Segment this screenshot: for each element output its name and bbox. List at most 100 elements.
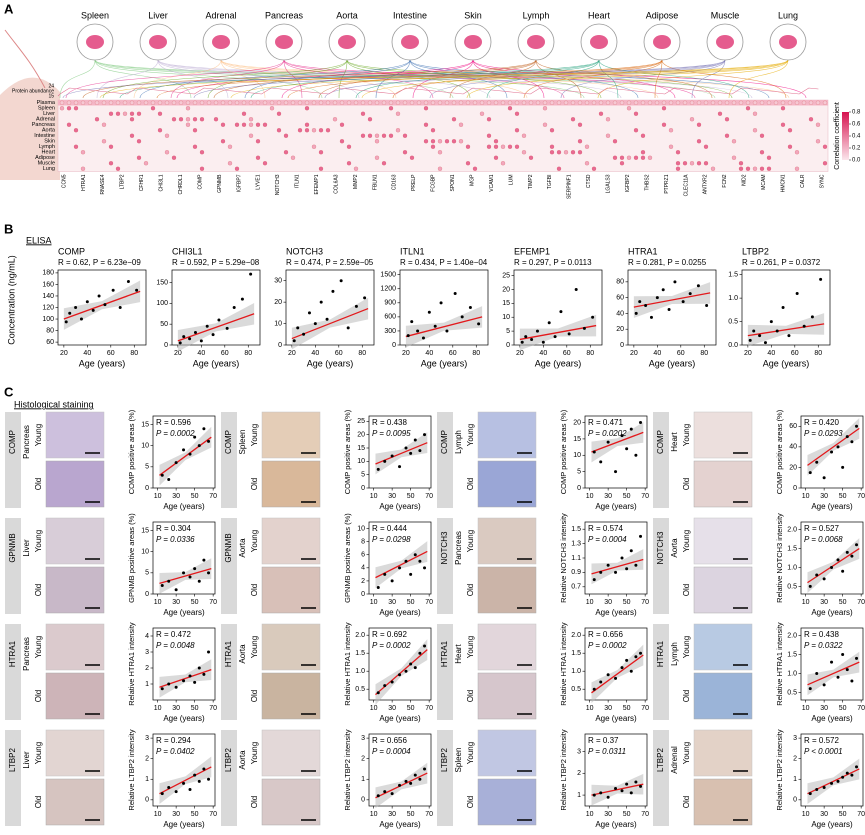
y-tick-label: 0 xyxy=(793,797,797,804)
matrix-dot xyxy=(325,100,331,105)
chart-stat: R = 0.434, P = 1.40e−04 xyxy=(400,258,488,267)
group-label: Young xyxy=(466,424,475,446)
data-point xyxy=(541,340,545,344)
tissue-label: Pancreas xyxy=(454,531,463,565)
data-point xyxy=(126,280,130,284)
matrix-dot xyxy=(234,100,240,105)
tissue-label: Aorta xyxy=(238,644,247,664)
data-point xyxy=(302,332,306,336)
matrix-dot xyxy=(255,139,261,144)
y-tick-label: 120 xyxy=(42,304,54,311)
chart-title: COMP xyxy=(58,246,85,256)
x-tick-label: 10 xyxy=(802,811,810,818)
x-axis-title: Age (years) xyxy=(163,502,205,511)
plasma-row xyxy=(58,100,828,106)
trend-line xyxy=(159,766,212,795)
matrix-dot xyxy=(612,139,618,144)
matrix-dot xyxy=(703,161,709,166)
matrix-dot xyxy=(577,150,583,155)
matrix-dot xyxy=(521,150,527,155)
y-tick-label: 1.5 xyxy=(355,650,365,657)
organ-label: Spleen xyxy=(81,10,109,20)
x-tick-label: 60 xyxy=(107,350,115,357)
link-curve xyxy=(598,59,619,99)
matrix-dot xyxy=(304,100,310,105)
matrix-dot xyxy=(542,100,548,105)
data-point xyxy=(85,300,89,304)
x-tick-label: 30 xyxy=(604,599,612,606)
stain-image xyxy=(477,623,537,671)
tissue-label: Adrenal xyxy=(670,746,679,774)
y-tick-label: 1.5 xyxy=(787,651,797,658)
matrix-dot xyxy=(479,111,485,116)
matrix-dot xyxy=(738,161,744,166)
data-point xyxy=(398,783,402,787)
y-axis-title: COMP positive areas (%) xyxy=(559,409,568,494)
matrix-dot xyxy=(332,100,338,105)
data-point xyxy=(845,771,849,775)
matrix-dot xyxy=(311,128,317,133)
matrix-dot xyxy=(143,161,149,166)
protein-label: ITLN1 xyxy=(295,174,301,188)
label-bar xyxy=(437,730,453,826)
data-point xyxy=(188,575,192,579)
matrix-dot xyxy=(689,100,695,105)
matrix-dot xyxy=(136,139,142,144)
data-point xyxy=(781,306,785,309)
protein-label: LTBP2 xyxy=(120,174,126,189)
stat-r: R = 0.574 xyxy=(588,524,623,533)
matrix-dot xyxy=(101,122,107,127)
link-curve xyxy=(59,59,96,99)
protein-label: IGFBP7 xyxy=(236,174,242,192)
data-point xyxy=(808,471,812,475)
data-point xyxy=(398,566,402,570)
panel-subtitle: Histological staining xyxy=(14,399,94,409)
data-point xyxy=(830,781,834,785)
matrix-dot xyxy=(570,100,576,105)
group-label: Old xyxy=(466,478,475,490)
data-point xyxy=(413,438,417,442)
y-tick-label: 0 xyxy=(506,342,510,349)
matrix-dot xyxy=(374,139,380,144)
gene-label: LTBP2 xyxy=(440,748,449,772)
matrix-dot xyxy=(409,155,415,160)
stain-image xyxy=(45,517,105,565)
data-point xyxy=(413,553,417,557)
matrix-dot xyxy=(612,155,618,160)
matrix-dot xyxy=(556,150,562,155)
organ-label: Heart xyxy=(588,10,611,20)
x-tick-label: 10 xyxy=(370,493,378,500)
stat-p: P = 0.0004 xyxy=(588,535,627,544)
gene-label: COMP xyxy=(224,430,233,454)
matrix-dot xyxy=(752,100,758,105)
data-point xyxy=(249,272,253,276)
x-tick-label: 70 xyxy=(641,705,649,712)
data-point xyxy=(207,439,211,443)
data-point xyxy=(819,277,823,281)
data-point xyxy=(841,775,845,779)
matrix-dot xyxy=(745,166,751,171)
matrix-dot xyxy=(94,117,100,122)
data-point xyxy=(398,465,402,469)
data-point xyxy=(855,656,859,660)
matrix-dot xyxy=(262,161,268,166)
stain-image xyxy=(45,460,105,508)
data-point xyxy=(188,337,192,341)
x-axis-title: Age (years) xyxy=(163,714,205,723)
matrix-dot xyxy=(801,100,807,105)
matrix-dot xyxy=(101,139,107,144)
x-tick-label: 50 xyxy=(407,811,415,818)
matrix-dot xyxy=(731,139,737,144)
matrix-dot xyxy=(647,155,653,160)
matrix-dot xyxy=(633,155,639,160)
matrix-dot xyxy=(815,122,821,127)
data-point xyxy=(606,673,610,677)
y-tick-label: 40 xyxy=(616,310,624,317)
matrix-dot xyxy=(304,106,310,111)
protein-label: THBS2 xyxy=(644,174,650,190)
protein-label: LYVE1 xyxy=(256,174,262,189)
protein-label: SERPINF1 xyxy=(567,174,573,199)
matrix-dot xyxy=(458,100,464,105)
matrix-dot xyxy=(794,100,800,105)
y-tick-label: 2 xyxy=(145,756,149,763)
